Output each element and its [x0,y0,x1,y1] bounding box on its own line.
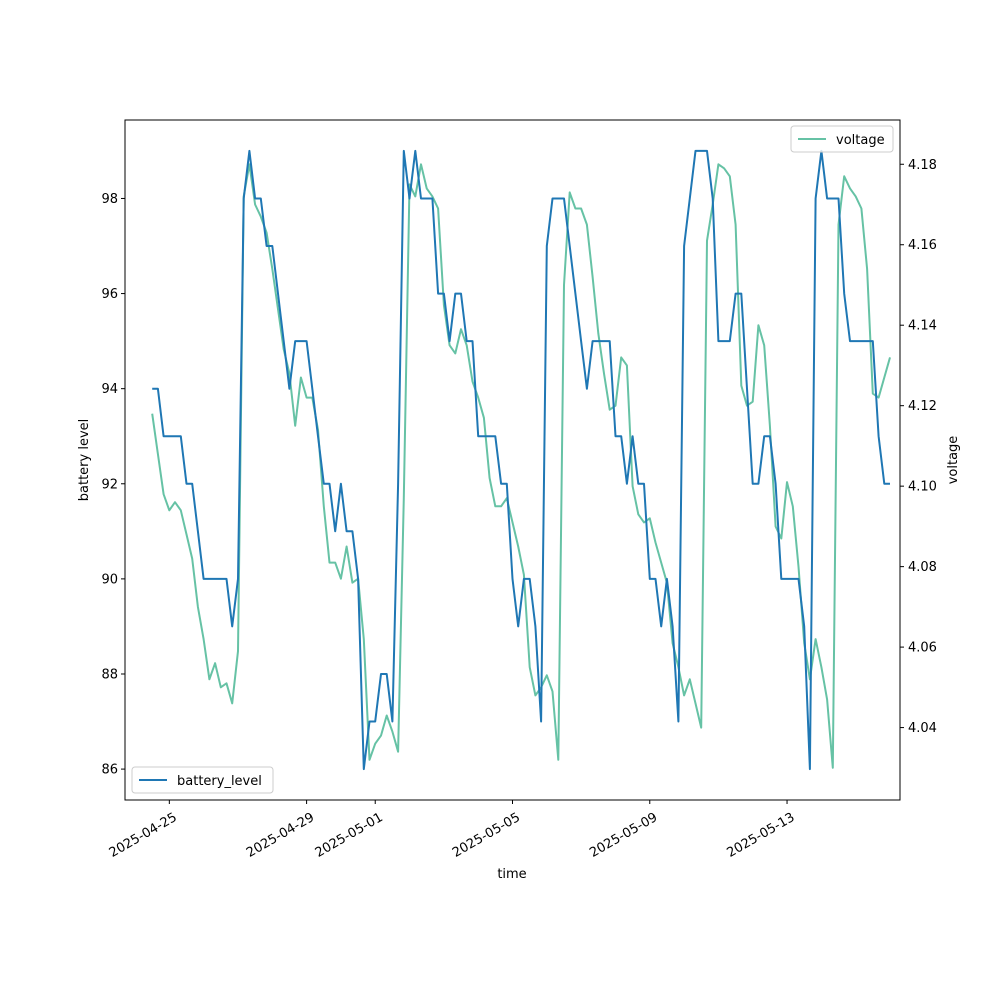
legend-label-battery-level: battery_level [177,774,262,789]
left-y-tick-label: 98 [101,192,118,207]
right-y-tick-label: 4.10 [908,480,937,495]
left-y-axis-label: battery level [77,419,92,502]
legend-label-voltage: voltage [836,133,885,148]
left-y-tick-label: 86 [101,763,118,778]
x-axis-label: time [497,867,526,882]
legend-battery-level: battery_level [131,766,274,794]
legend-voltage: voltage [790,125,894,153]
right-y-tick-label: 4.06 [908,641,937,656]
marks-layer [151,149,891,771]
series-line-battery-level [152,149,890,771]
right-y-tick-label: 4.04 [908,721,937,736]
left-y-tick-label: 90 [101,572,118,587]
right-y-tick-label: 4.14 [908,319,937,334]
left-y-tick-label: 94 [101,382,118,397]
right-y-tick-label: 4.08 [908,560,937,575]
left-y-tick-label: 96 [101,287,118,302]
right-y-tick-label: 4.12 [908,399,937,414]
left-y-tick-label: 88 [101,667,118,682]
right-y-tick-label: 4.18 [908,158,937,173]
legend-box-battery-level [131,766,274,794]
left-y-tick-label: 92 [101,477,118,492]
right-y-tick-label: 4.16 [908,238,937,253]
legend-box-voltage [790,125,894,153]
series-line-voltage [151,163,891,769]
right-y-axis-label: voltage [946,436,961,485]
